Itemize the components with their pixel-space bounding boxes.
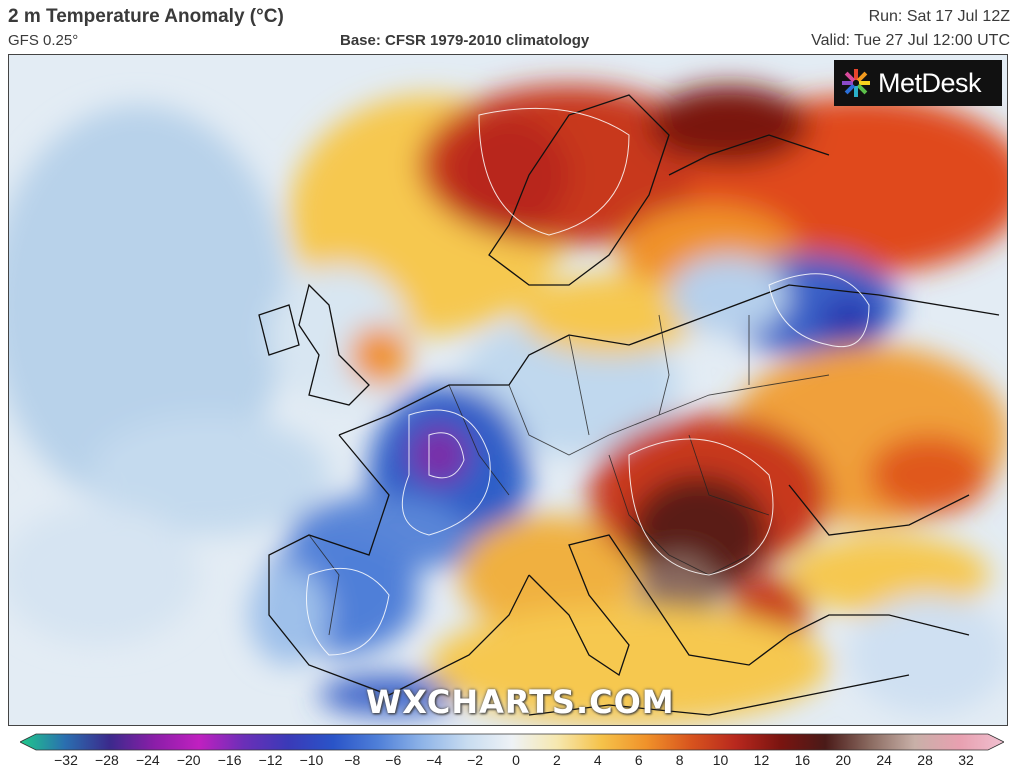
colorbar-tick-label: 32 [958,752,974,768]
colorbar-tick-label: 20 [835,752,852,768]
country-borders [308,314,830,636]
colorbar-ticks: −32 −28 −24 −20 −16 −12 −10 −8 −6 −4 −2 0 2 4 6 8 10 12 16… [0,752,1024,772]
colorbar-tick-label: −20 [176,752,201,768]
colorbar-tick-label: 16 [794,752,811,768]
anomaly-contours [306,107,870,656]
colorbar-tick-label: −24 [135,752,160,768]
colorbar-tick-label: −8 [344,752,361,768]
metdesk-star-icon [842,69,870,97]
colorbar-tick-label: −6 [385,752,402,768]
colorbar-tick-label: −10 [299,752,324,768]
colorbar-tick-label: 24 [876,752,892,768]
colorbar-tick-label: 28 [917,752,933,768]
valid-time-label: Valid: Tue 27 Jul 12:00 UTC [811,32,1010,49]
run-time-label: Run: Sat 17 Jul 12Z [868,8,1010,25]
colorbar-tick-label: −16 [217,752,242,768]
colorbar-tick-label: 10 [712,752,729,768]
colorbar-tick-label: 4 [593,752,602,768]
metdesk-logo: MetDesk [834,60,1002,106]
colorbar-tick-label: −32 [54,752,78,768]
colorbar-tick-label: 2 [553,752,561,768]
colorbar [20,733,1004,751]
anomaly-map[interactable] [8,54,1008,726]
model-label: GFS 0.25° [8,32,79,49]
metdesk-logo-text: MetDesk [878,67,982,98]
colorbar-tick-label: 12 [753,752,770,768]
wxcharts-watermark: WXCHARTS.COM [366,683,675,721]
colorbar-tick-label: −4 [426,752,443,768]
base-climatology-label: Base: CFSR 1979-2010 climatology [340,32,590,49]
colorbar-tick-label: −2 [467,752,484,768]
chart-title: 2 m Temperature Anomaly (°C) [8,6,284,27]
map-canvas [9,55,1007,725]
chart-header: 2 m Temperature Anomaly (°C) GFS 0.25° B… [0,0,1024,54]
colorbar-tick-label: 0 [512,752,520,768]
colorbar-tick-label: −12 [258,752,283,768]
colorbar-tick-label: −28 [95,752,119,768]
colorbar-tick-label: 8 [675,752,684,768]
coastlines [258,94,1000,716]
colorbar-tick-label: 6 [634,752,643,768]
